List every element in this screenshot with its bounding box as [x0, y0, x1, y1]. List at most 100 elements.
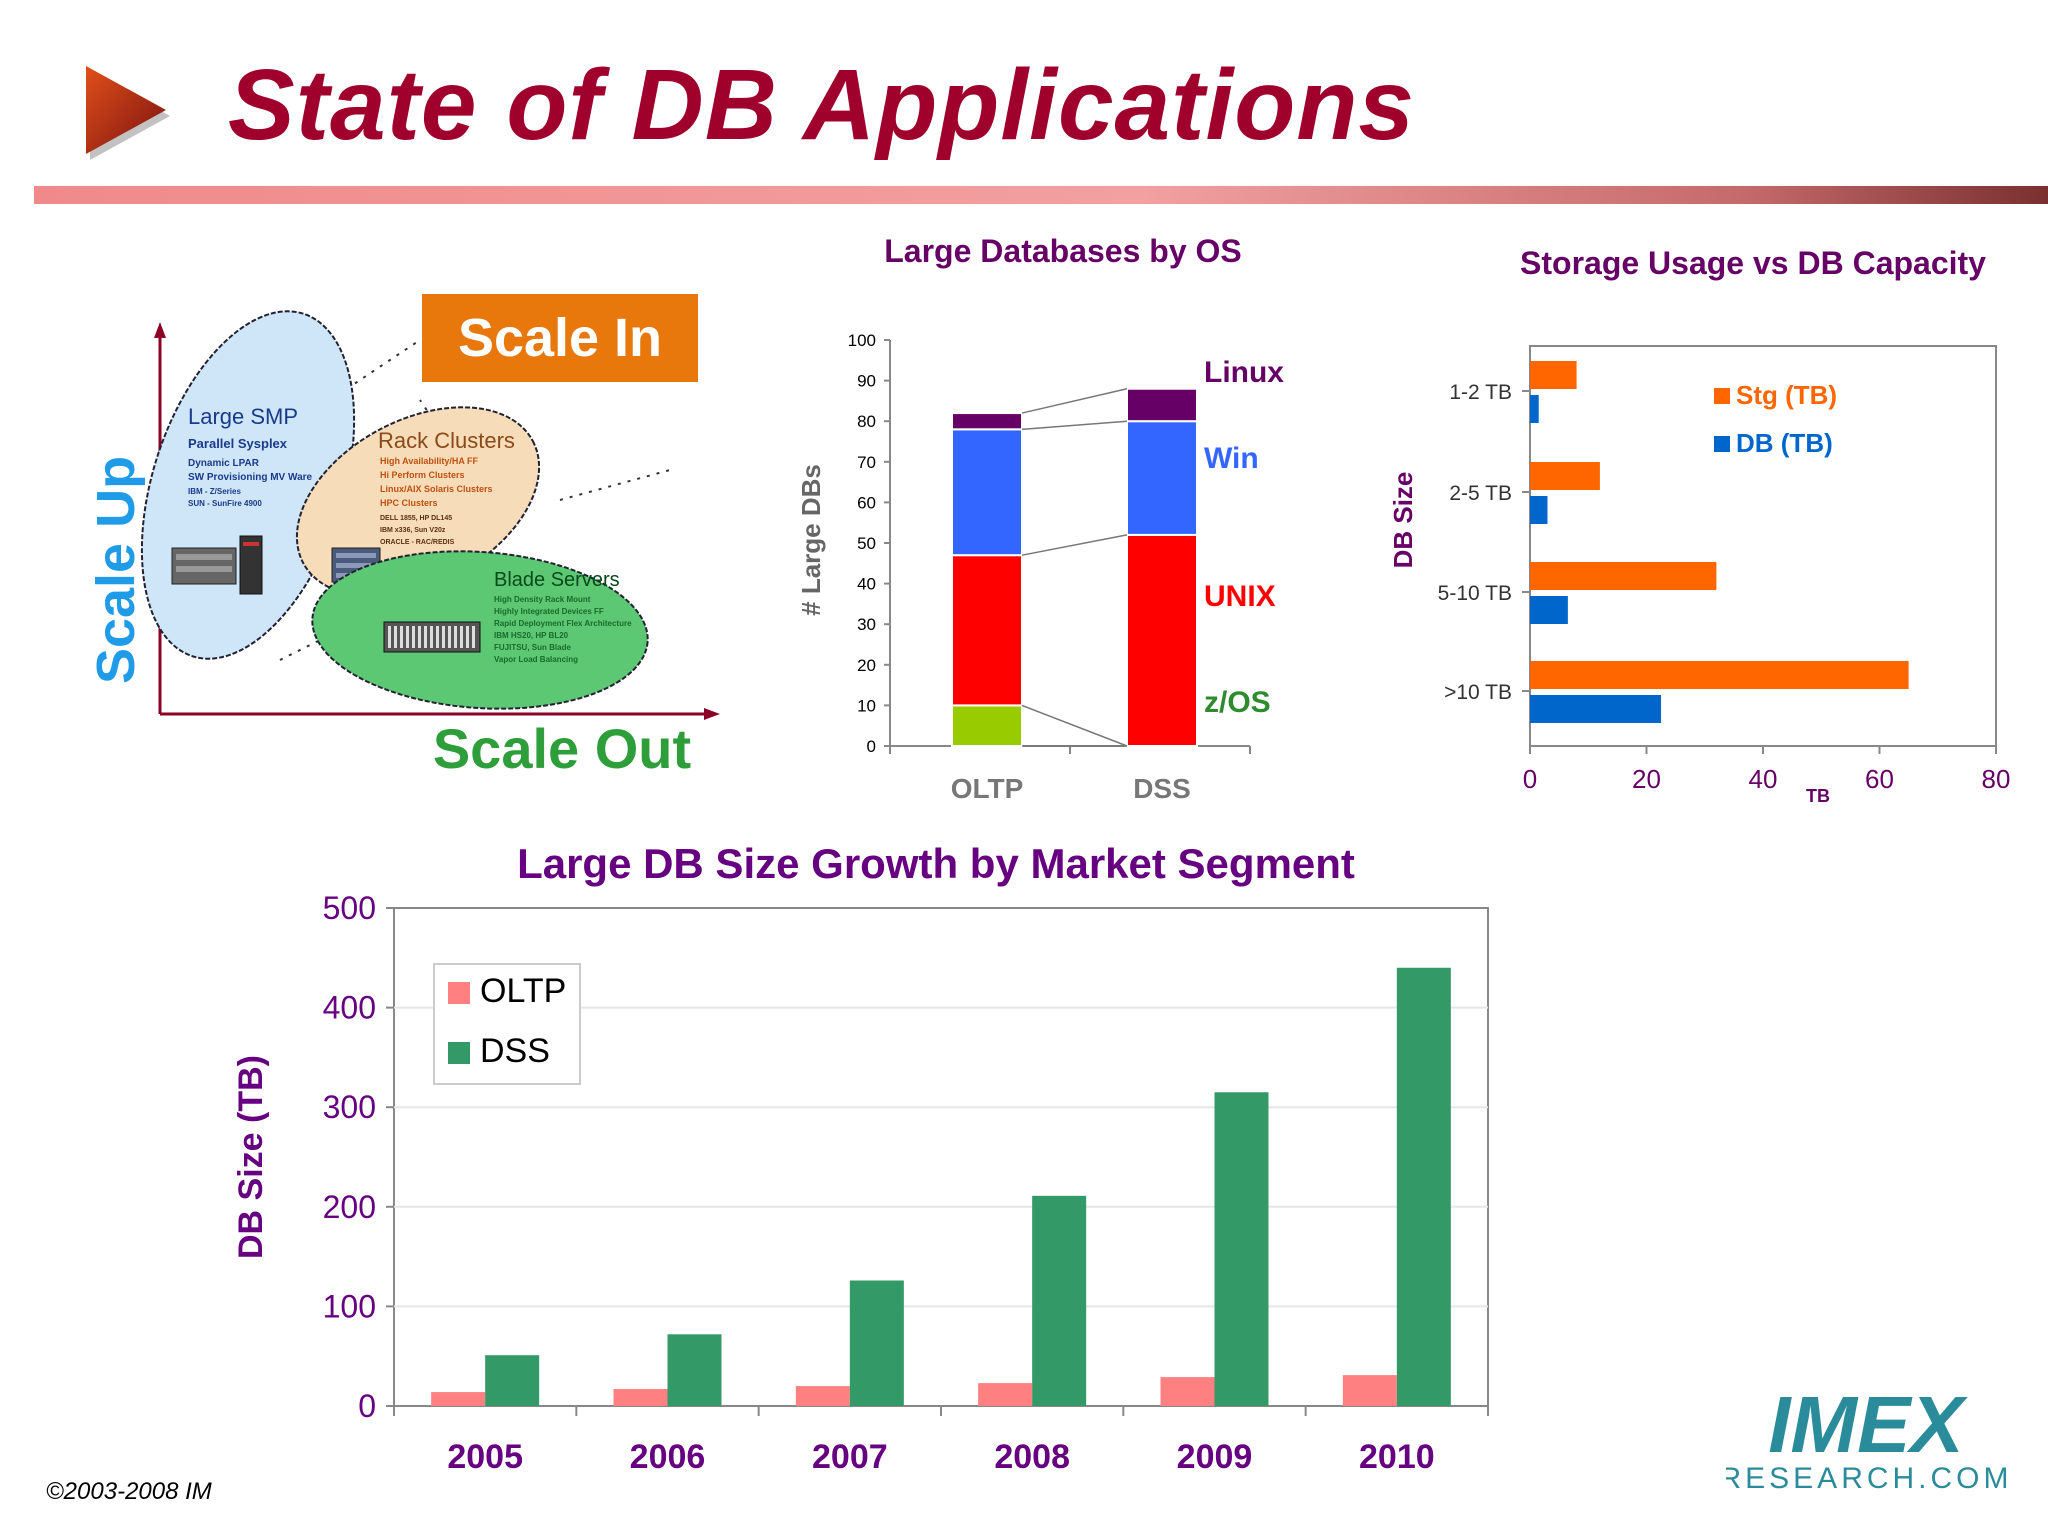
y-tick-label: 70: [857, 453, 876, 472]
y-axis-label: # Large DBs: [796, 464, 826, 616]
bar-stg: [1530, 361, 1577, 389]
series-connector: [1021, 387, 1128, 414]
x-tick-label: 2007: [812, 1438, 888, 1476]
series-label-linux: Linux: [1204, 356, 1284, 389]
legend-swatch: [448, 982, 470, 1004]
blade-servers-line: Vapor Load Balancing: [494, 655, 578, 664]
bar-db: [1530, 395, 1539, 423]
blade-servers-line: IBM HS20, HP BL20: [494, 631, 569, 640]
y-tick-label: 90: [857, 372, 876, 391]
scale-up-label: Scale Up: [86, 456, 146, 684]
y-axis-label: DB Size (TB): [232, 1055, 270, 1259]
bar-db: [1530, 596, 1568, 624]
bar-dss: [1214, 1092, 1269, 1406]
large-smp-line: SW Provisioning MV Ware: [188, 472, 313, 483]
legend-swatch: [1714, 388, 1730, 404]
y-tick-label: 1-2 TB: [1449, 381, 1512, 404]
x-tick-label: 80: [1982, 764, 2011, 794]
series-connector: [1021, 534, 1128, 556]
blade-servers-title: Blade Servers: [494, 569, 620, 591]
y-tick-label: 10: [857, 696, 876, 715]
logo-sub: RESEARCH.COM: [1726, 1462, 2006, 1495]
x-tick-label: 60: [1865, 764, 1894, 794]
y-tick-label: 80: [857, 412, 876, 431]
rack-clusters-line: Linux/AIX Solaris Clusters: [380, 484, 493, 494]
large-smp-line: SUN - SunFire 4900: [188, 499, 262, 508]
y-tick-label: 0: [867, 737, 876, 756]
series-label-zos: z/OS: [1204, 686, 1271, 719]
scale-diagram: Scale Up Scale In Scale Out Large SMP Pa…: [86, 294, 720, 780]
x-tick-label: 20: [1632, 764, 1661, 794]
bar-segment-unix: [1126, 533, 1198, 747]
bar-db: [1530, 496, 1548, 524]
copyright-text: ©2003-2008 IM: [46, 1478, 212, 1505]
rack-clusters-line: IBM x336, Sun V20z: [380, 527, 446, 534]
large-databases-by-os-chart: Large Databases by OS # Large DBs 0 10 20 30 4…: [796, 233, 1284, 804]
imex-logo: IMEX RESEARCH.COM: [1726, 1380, 2006, 1495]
bar-dss: [849, 1280, 904, 1406]
logo-main: IMEX: [1768, 1380, 1968, 1469]
y-axis-label: DB Size: [1388, 472, 1418, 569]
rack-clusters-line: DELL 1855, HP DL145: [380, 515, 452, 522]
bar-db: [1530, 695, 1662, 723]
y-tick-label: 2-5 TB: [1449, 482, 1512, 505]
series-connector: [1021, 704, 1128, 747]
x-tick-label: DSS: [1133, 773, 1191, 804]
chart-title: Storage Usage vs DB Capacity: [1520, 245, 1986, 281]
bar-dss: [667, 1334, 722, 1406]
blade-servers-line: FUJITSU, Sun Blade: [494, 643, 571, 652]
y-axis-arrow-icon: [154, 322, 166, 338]
title-arrow-icon: [86, 66, 170, 160]
y-tick-label: 100: [323, 1288, 376, 1324]
x-tick-label: 2008: [994, 1438, 1070, 1476]
bar-segment-win: [951, 428, 1023, 557]
y-tick-label: 30: [857, 615, 876, 634]
legend-label: DSS: [480, 1032, 550, 1070]
y-tick-label: 100: [848, 331, 876, 350]
rack-clusters-title: Rack Clusters: [378, 428, 515, 453]
series-connector: [1021, 420, 1128, 431]
legend-label: Stg (TB): [1736, 380, 1837, 410]
y-tick-label: 300: [323, 1089, 376, 1125]
bar-oltp: [978, 1383, 1033, 1406]
bar-dss: [485, 1355, 540, 1406]
y-tick-label: 50: [857, 534, 876, 553]
bar-oltp: [795, 1386, 850, 1406]
rack-clusters-line: HPC Clusters: [380, 498, 438, 508]
large-smp-line: Parallel Sysplex: [188, 436, 288, 451]
scale-out-label: Scale Out: [433, 717, 691, 780]
series-label-win: Win: [1204, 442, 1259, 475]
smp-server-icon: [171, 535, 263, 595]
bar-segment-win: [1126, 420, 1198, 536]
x-tick-label: 2010: [1359, 1438, 1435, 1476]
storage-usage-chart: Storage Usage vs DB Capacity DB Size TB 0 20…: [1388, 245, 2011, 806]
large-smp-line: Dynamic LPAR: [188, 458, 260, 469]
bar-oltp: [1160, 1377, 1215, 1406]
x-tick-label: OLTP: [951, 773, 1024, 804]
blade-servers-line: Highly Integrated Devices FF: [494, 607, 604, 616]
y-tick-label: 60: [857, 493, 876, 512]
legend-swatch: [448, 1042, 470, 1064]
scale-in-box: [422, 294, 698, 382]
bar-dss: [1396, 967, 1451, 1406]
db-growth-chart: Large DB Size Growth by Market Segment 0 1…: [232, 840, 1489, 1476]
bar-segment-unix: [951, 554, 1023, 707]
bar-stg: [1530, 462, 1600, 490]
y-tick-label: 400: [323, 990, 376, 1026]
bar-segment-linux: [1126, 387, 1198, 423]
y-tick-label: 0: [358, 1388, 376, 1424]
bar-oltp: [613, 1389, 668, 1406]
blade-servers-line: Rapid Deployment Flex Architecture: [494, 619, 632, 628]
rack-clusters-line: ORACLE - RAC/REDIS: [380, 539, 455, 546]
title-rule: [34, 186, 2048, 204]
bar-oltp: [431, 1392, 486, 1406]
bar-segment-zos: [951, 704, 1023, 747]
x-tick-label: 0: [1523, 764, 1537, 794]
y-tick-label: 500: [323, 890, 376, 926]
y-tick-label: 40: [857, 575, 876, 594]
blade-servers-line: High Density Rack Mount: [494, 595, 591, 604]
legend-swatch: [1714, 436, 1730, 452]
bar-segment-linux: [951, 412, 1023, 431]
scale-in-label: Scale In: [458, 308, 662, 368]
y-tick-label: 200: [323, 1189, 376, 1225]
